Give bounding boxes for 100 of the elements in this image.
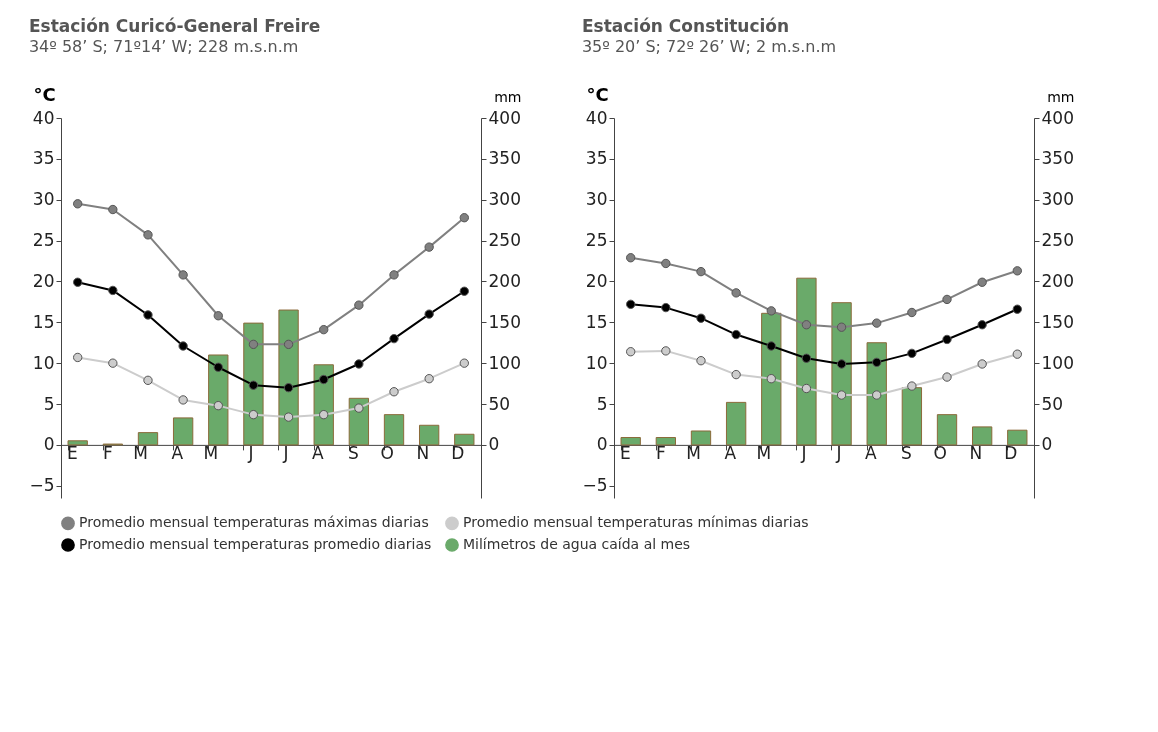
point xyxy=(108,285,118,296)
point xyxy=(459,213,469,223)
point xyxy=(248,380,259,390)
point xyxy=(424,242,434,252)
point xyxy=(424,374,434,384)
point xyxy=(283,383,294,393)
bar xyxy=(655,437,677,446)
point xyxy=(836,322,847,332)
y-tick-label: 5 xyxy=(43,393,55,414)
x-tick-label: D xyxy=(1004,443,1018,464)
x-tick-label: M xyxy=(686,443,701,464)
point xyxy=(661,258,671,269)
point xyxy=(977,277,987,287)
point xyxy=(696,313,706,323)
y2-tick-label: 350 xyxy=(1041,148,1074,169)
point xyxy=(977,320,987,330)
point xyxy=(696,266,706,277)
y2-tick-label: 350 xyxy=(488,148,521,169)
x-tick-label: S xyxy=(348,443,359,464)
point xyxy=(1012,304,1022,314)
bar xyxy=(971,426,993,446)
chart-title: Estación Constitución xyxy=(581,16,790,36)
point xyxy=(942,334,952,345)
point xyxy=(731,369,741,380)
y2-axis-title: mm xyxy=(494,88,522,105)
point xyxy=(143,230,153,240)
y2-tick-label: 300 xyxy=(488,189,521,210)
x-tick-label: A xyxy=(312,443,325,464)
point xyxy=(178,395,188,405)
y2-tick-label: 400 xyxy=(488,107,521,128)
y2-tick-label: 150 xyxy=(1041,311,1074,332)
x-tick-label: J xyxy=(800,443,807,464)
y-tick-label: −5 xyxy=(582,475,608,496)
y2-tick-label: 50 xyxy=(488,393,511,414)
bar xyxy=(67,440,88,446)
y-tick-label: 20 xyxy=(585,270,608,291)
point xyxy=(108,204,118,215)
y2-axis-title: mm xyxy=(1047,88,1075,105)
point xyxy=(801,353,812,363)
y2-tick-label: 100 xyxy=(488,352,521,373)
chart-subtitle: 35º 20’ S; 72º 26’ W; 2 m.s.n.m xyxy=(581,37,837,56)
point xyxy=(73,352,83,363)
y-axis-title: °C xyxy=(33,83,56,105)
point xyxy=(213,362,223,372)
point xyxy=(389,333,399,344)
y-tick-label: 0 xyxy=(43,434,55,455)
chart-title: Estación Curicó-General Freire xyxy=(28,16,321,36)
point xyxy=(872,318,882,328)
bar xyxy=(418,424,440,446)
point xyxy=(626,299,636,309)
y2-tick-label: 250 xyxy=(1041,230,1074,251)
point xyxy=(178,270,188,280)
bar xyxy=(137,432,159,446)
y-tick-label: 15 xyxy=(585,311,608,332)
point xyxy=(907,381,917,391)
point xyxy=(1012,349,1022,359)
point xyxy=(696,356,706,366)
point xyxy=(872,357,882,368)
point xyxy=(319,324,329,335)
point xyxy=(872,390,882,400)
x-tick-label: J xyxy=(282,443,289,464)
y-tick-label: 35 xyxy=(585,148,608,169)
bar xyxy=(725,401,747,446)
point xyxy=(907,348,917,359)
y-tick-label: 10 xyxy=(585,352,608,373)
x-tick-label: S xyxy=(901,443,912,464)
x-tick-label: M xyxy=(203,443,219,464)
point xyxy=(143,375,153,385)
point xyxy=(73,277,83,287)
bar xyxy=(761,312,782,446)
point xyxy=(766,374,776,384)
point xyxy=(389,387,399,397)
legend-label: Promedio mensual temperaturas promedio diarias xyxy=(79,536,432,552)
bar xyxy=(620,437,641,446)
point xyxy=(178,341,188,351)
x-tick-label: E xyxy=(66,443,78,464)
x-tick-label: E xyxy=(619,443,631,464)
y2-tick-label: 100 xyxy=(1041,352,1074,373)
point xyxy=(731,329,741,340)
bar xyxy=(796,277,817,446)
y2-tick-label: 0 xyxy=(1041,434,1053,455)
x-tick-label: M xyxy=(133,443,148,464)
point xyxy=(766,306,776,316)
x-tick-label: F xyxy=(656,443,666,464)
point xyxy=(907,307,917,318)
point xyxy=(108,358,118,368)
point xyxy=(354,300,364,310)
point xyxy=(731,288,741,298)
point xyxy=(213,311,223,321)
y2-tick-label: 50 xyxy=(1041,393,1064,414)
point xyxy=(143,310,153,320)
y-tick-label: 15 xyxy=(32,311,55,332)
x-tick-label: M xyxy=(756,443,772,464)
point xyxy=(73,199,83,209)
y-tick-label: 20 xyxy=(32,270,55,291)
bar xyxy=(454,433,475,446)
point xyxy=(283,412,294,422)
y-tick-label: 30 xyxy=(585,189,608,210)
bar xyxy=(866,342,887,446)
legend-label: Promedio mensual temperaturas mínimas diarias xyxy=(463,514,809,531)
